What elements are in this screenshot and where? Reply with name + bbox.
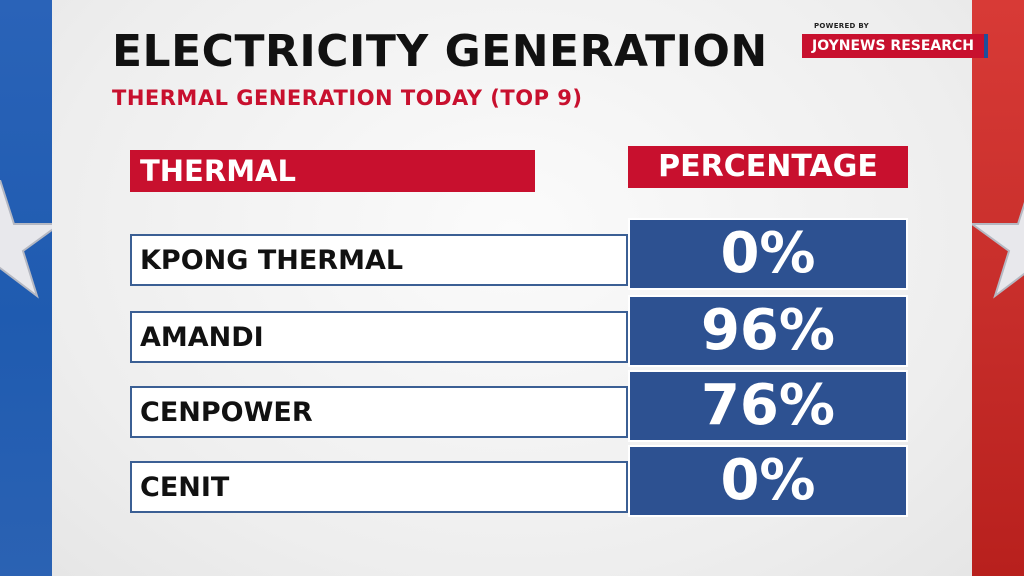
- column-header-percentage: PERCENTAGE: [628, 146, 908, 188]
- brand-badge: JOYNEWS RESEARCH: [802, 34, 988, 58]
- table-row: AMANDI 96%: [130, 295, 908, 367]
- powered-by-label: POWERED BY: [814, 22, 870, 30]
- table-row: CENIT 0%: [130, 445, 908, 517]
- page-title: ELECTRICITY GENERATION: [112, 26, 768, 77]
- plant-name: CENPOWER: [130, 386, 628, 438]
- star-icon: [972, 201, 1024, 299]
- plant-name: CENIT: [130, 461, 628, 513]
- star-icon: [0, 180, 52, 299]
- table-row: CENPOWER 76%: [130, 370, 908, 442]
- plant-name: KPONG THERMAL: [130, 234, 628, 286]
- plant-name: AMANDI: [130, 311, 628, 363]
- page-subtitle: THERMAL GENERATION TODAY (TOP 9): [112, 86, 583, 110]
- percentage-value: 0%: [628, 218, 908, 290]
- left-blue-border: [0, 0, 52, 576]
- right-red-border: [972, 0, 1024, 576]
- percentage-value: 96%: [628, 295, 908, 367]
- main-panel: ELECTRICITY GENERATION THERMAL GENERATIO…: [52, 0, 988, 576]
- column-header-thermal: THERMAL: [130, 150, 535, 192]
- percentage-value: 0%: [628, 445, 908, 517]
- table-row: KPONG THERMAL 0%: [130, 218, 908, 290]
- percentage-value: 76%: [628, 370, 908, 442]
